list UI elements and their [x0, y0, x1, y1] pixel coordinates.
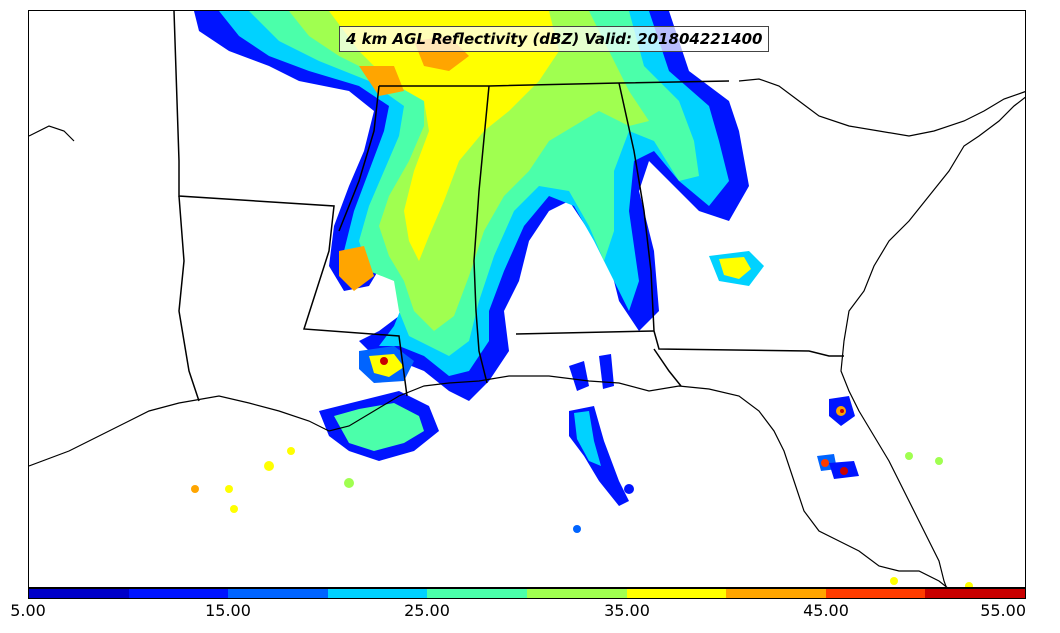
colorbar-segment-7 — [626, 589, 727, 598]
map-title: 4 km AGL Reflectivity (dBZ) Valid: 20180… — [339, 26, 770, 52]
colorbar-tick-label: 25.00 — [404, 601, 450, 620]
colorbar-segment-8 — [726, 589, 826, 598]
colorbar-tick-label: 15.00 — [205, 601, 251, 620]
colorbar-tick-label: 35.00 — [604, 601, 650, 620]
colorbar-tick-label: 5.00 — [10, 601, 46, 620]
colorbar-tick-label: 55.00 — [980, 601, 1026, 620]
colorbar — [28, 588, 1026, 599]
map-canvas — [29, 11, 1025, 587]
colorbar-segment-2 — [128, 589, 229, 598]
colorbar-segment-5 — [427, 589, 527, 598]
coastlines — [29, 78, 1025, 587]
colorbar-segment-6 — [526, 589, 627, 598]
colorbar-segment-3 — [228, 589, 328, 598]
colorbar-tick-label: 45.00 — [803, 601, 849, 620]
colorbar-segment-9 — [825, 589, 926, 598]
reflectivity-map: 4 km AGL Reflectivity (dBZ) Valid: 20180… — [28, 10, 1026, 588]
colorbar-segment-1 — [29, 589, 129, 598]
state-borders — [173, 11, 844, 402]
colorbar-segment-4 — [327, 589, 428, 598]
colorbar-segment-10 — [925, 589, 1025, 598]
radar-echoes — [191, 11, 973, 587]
